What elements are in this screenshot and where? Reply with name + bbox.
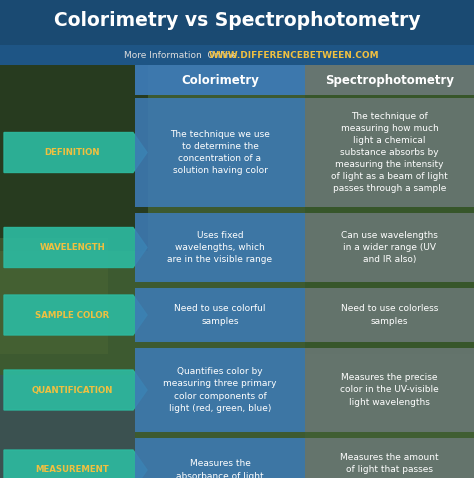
FancyBboxPatch shape (305, 438, 474, 478)
FancyBboxPatch shape (0, 0, 474, 45)
FancyBboxPatch shape (135, 213, 305, 282)
FancyBboxPatch shape (135, 98, 305, 207)
Text: WAVELENGTH: WAVELENGTH (40, 243, 105, 252)
Text: Spectrophotometry: Spectrophotometry (325, 74, 454, 87)
FancyBboxPatch shape (0, 65, 474, 478)
FancyBboxPatch shape (305, 98, 474, 207)
Text: QUANTIFICATION: QUANTIFICATION (32, 385, 113, 394)
FancyBboxPatch shape (0, 375, 135, 478)
FancyBboxPatch shape (135, 438, 305, 478)
Text: Measures the amount
of light that passes
through the sample: Measures the amount of light that passes… (340, 453, 439, 478)
Text: MEASUREMENT: MEASUREMENT (36, 466, 109, 475)
Text: WWW.DIFFERENCEBETWEEN.COM: WWW.DIFFERENCEBETWEEN.COM (209, 51, 379, 59)
Text: Uses fixed
wavelengths, which
are in the visible range: Uses fixed wavelengths, which are in the… (167, 231, 273, 264)
FancyBboxPatch shape (0, 65, 148, 251)
Text: Need to use colorful
samples: Need to use colorful samples (174, 304, 266, 326)
Text: Quantifies color by
measuring three primary
color components of
light (red, gree: Quantifies color by measuring three prim… (163, 367, 277, 413)
Text: The technique we use
to determine the
concentration of a
solution having color: The technique we use to determine the co… (170, 130, 270, 175)
Polygon shape (4, 370, 147, 410)
Polygon shape (4, 295, 147, 335)
FancyBboxPatch shape (305, 348, 474, 432)
FancyBboxPatch shape (305, 213, 474, 282)
Polygon shape (4, 450, 147, 478)
Polygon shape (4, 228, 147, 268)
Text: Colorimetry vs Spectrophotometry: Colorimetry vs Spectrophotometry (54, 11, 420, 30)
Text: Can use wavelengths
in a wider range (UV
and IR also): Can use wavelengths in a wider range (UV… (341, 231, 438, 264)
Text: Colorimetry: Colorimetry (181, 74, 259, 87)
FancyBboxPatch shape (135, 65, 305, 95)
FancyBboxPatch shape (135, 288, 305, 342)
Text: Measures the
absorbance of light: Measures the absorbance of light (176, 459, 264, 478)
Text: SAMPLE COLOR: SAMPLE COLOR (36, 311, 109, 319)
FancyBboxPatch shape (305, 288, 474, 342)
Polygon shape (4, 132, 147, 173)
FancyBboxPatch shape (305, 65, 474, 354)
FancyBboxPatch shape (305, 65, 474, 478)
FancyBboxPatch shape (0, 45, 474, 65)
Text: Need to use colorless
samples: Need to use colorless samples (341, 304, 438, 326)
Text: More Information  Online: More Information Online (124, 51, 237, 59)
Text: The technique of
measuring how much
light a chemical
substance absorbs by
measur: The technique of measuring how much ligh… (331, 111, 448, 194)
FancyBboxPatch shape (305, 65, 474, 95)
FancyBboxPatch shape (135, 348, 305, 432)
FancyBboxPatch shape (0, 239, 108, 354)
Text: DEFINITION: DEFINITION (45, 148, 100, 157)
Text: Measures the precise
color in the UV-visible
light wavelengths: Measures the precise color in the UV-vis… (340, 373, 439, 407)
